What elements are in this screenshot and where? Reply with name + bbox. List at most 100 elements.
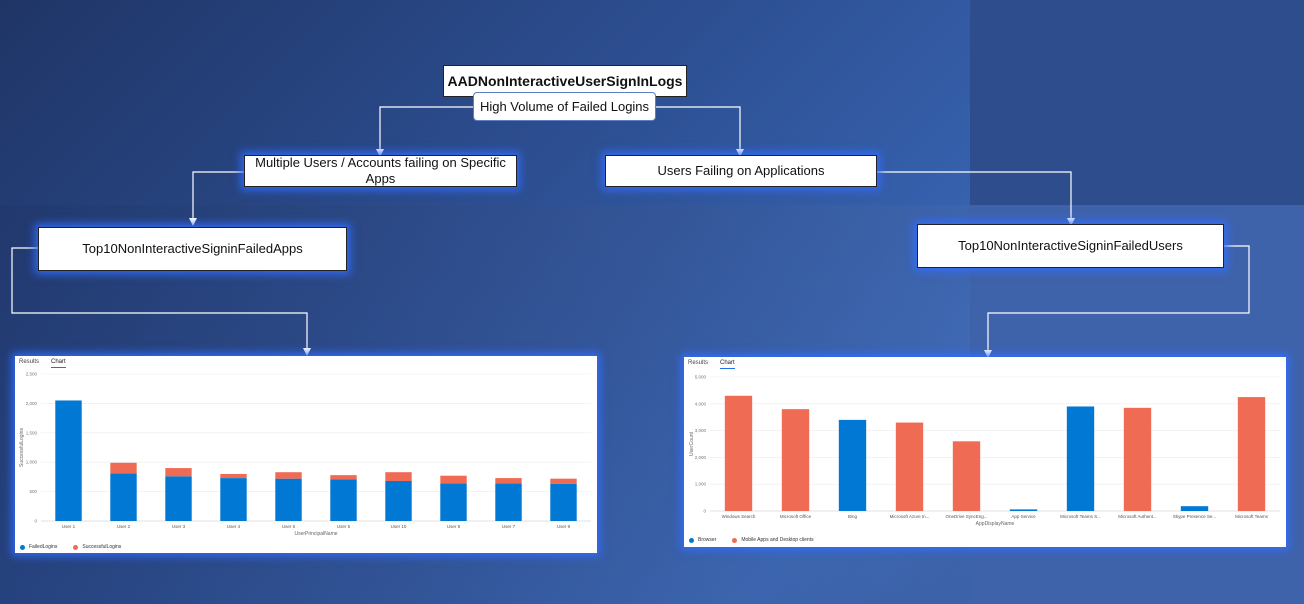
x-tick-label: User 4: [227, 524, 241, 529]
x-tick-label: Skype Presence Se...: [1173, 514, 1216, 519]
tab-chart[interactable]: Chart: [720, 360, 735, 369]
connector-root-left: [376, 106, 474, 157]
right-tabs: Results Chart: [688, 360, 735, 369]
legend-label: Browser: [698, 537, 717, 543]
legend-label: SuccessfulLogins: [82, 544, 122, 550]
tab-results[interactable]: Results: [688, 360, 709, 366]
legend-item[interactable]: Browser: [689, 537, 716, 543]
connector-root-right: [655, 106, 744, 157]
tab-results[interactable]: Results: [19, 359, 40, 365]
x-tick-label: User 7: [502, 524, 516, 529]
x-tick-label: User 10: [391, 524, 407, 529]
connector-left-chart: [11, 247, 311, 356]
y-tick-label: 1,000: [695, 482, 707, 487]
bar: [495, 478, 522, 484]
legend-item[interactable]: FailedLogins: [20, 544, 57, 550]
bar: [220, 478, 247, 521]
background-panel-top-right: [970, 0, 1304, 205]
x-tick-label: Windows Search: [722, 514, 756, 519]
bar: [724, 395, 753, 511]
bar: [385, 481, 412, 521]
y-tick-label: 500: [29, 489, 37, 494]
bar: [165, 476, 192, 521]
left-chart-panel: Results Chart 0 500 1,000 1,500 2,000 2,500 Us…: [15, 356, 597, 553]
legend-item[interactable]: SuccessfulLogins: [73, 544, 121, 550]
bar: [1123, 407, 1152, 511]
x-tick-label: App Service: [1011, 514, 1036, 519]
bar: [1009, 509, 1038, 511]
bar: [385, 472, 412, 482]
right-chart-panel: Results Chart 0 1,000 2,000 3,000 4,000 5,000…: [684, 357, 1286, 547]
x-tick-label: Microsoft Office: [780, 514, 812, 519]
legend-label: Mobile Apps and Desktop clients: [741, 537, 814, 543]
legend-swatch: [689, 537, 694, 543]
y-tick-label: 3,000: [695, 428, 707, 433]
bar: [220, 473, 247, 479]
right-bar-chart: 0 1,000 2,000 3,000 4,000 5,000 Windows Search…: [689, 375, 1280, 527]
bar: [952, 441, 981, 511]
bar: [550, 483, 577, 521]
legend-swatch: [732, 537, 738, 543]
x-tick-label: Microsoft Teams: [1235, 514, 1268, 519]
tab-chart[interactable]: Chart: [51, 359, 66, 368]
bar: [165, 468, 192, 477]
x-tick-label: User 1: [62, 524, 76, 529]
bar: [781, 409, 810, 511]
bar: [838, 419, 867, 511]
bar: [895, 422, 924, 511]
y-tick-label: 2,000: [695, 455, 707, 460]
x-tick-label: OneDrive SyncEng...: [945, 514, 987, 519]
bar: [550, 478, 577, 484]
legend-swatch: [73, 544, 79, 550]
x-tick-label: User 9: [557, 524, 571, 529]
connector-left-query: [189, 171, 244, 226]
y-axis-label: UserCount: [689, 431, 695, 456]
legend-label: FailedLogins: [29, 544, 58, 550]
x-tick-label: Bing: [848, 514, 858, 519]
bar: [440, 475, 467, 484]
bar: [1180, 506, 1209, 511]
bar: [330, 479, 357, 521]
right-chart-legend: Browser Mobile Apps and Desktop clients: [689, 537, 814, 543]
connector-right-chart: [984, 245, 1250, 358]
bar: [440, 483, 467, 521]
y-tick-label: 1,500: [26, 430, 38, 435]
x-axis-label: UserPrincipalName: [294, 531, 337, 537]
connector-right-query: [877, 171, 1075, 226]
left-branch-node: Multiple Users / Accounts failing on Spe…: [244, 155, 517, 187]
x-axis-label: AppDisplayName: [976, 521, 1015, 527]
y-tick-label: 4,000: [695, 401, 707, 406]
x-tick-label: User 5: [337, 524, 351, 529]
x-tick-label: Microsoft Azure In...: [890, 514, 930, 519]
legend-item[interactable]: Mobile Apps and Desktop clients: [732, 537, 814, 543]
y-tick-label: 5,000: [695, 375, 707, 380]
bar: [110, 473, 137, 521]
bar: [1066, 406, 1095, 511]
x-tick-label: User 8: [447, 524, 461, 529]
legend-swatch: [20, 544, 25, 550]
x-tick-label: User 3: [172, 524, 186, 529]
bar: [1237, 397, 1266, 511]
bar: [55, 400, 82, 521]
root-node: AADNonInteractiveUserSignInLogs: [443, 65, 687, 97]
y-tick-label: 2,500: [26, 372, 38, 377]
x-tick-label: Microsoft Authent...: [1118, 514, 1157, 519]
left-chart-legend: FailedLogins SuccessfulLogins: [20, 544, 121, 550]
y-tick-label: 1,000: [26, 460, 38, 465]
bar: [495, 483, 522, 521]
left-tabs: Results Chart: [19, 359, 66, 368]
left-bar-chart: 0 500 1,000 1,500 2,000 2,500 User 1 User 2 User…: [19, 372, 591, 537]
y-tick-label: 0: [703, 509, 706, 514]
subtitle-node: High Volume of Failed Logins: [473, 92, 656, 121]
bar: [330, 475, 357, 480]
x-tick-label: Microsoft Teams S...: [1060, 514, 1101, 519]
right-branch-node: Users Failing on Applications: [605, 155, 877, 187]
y-axis-label: SuccessfulLogins: [19, 428, 25, 467]
y-tick-label: 0: [34, 519, 37, 524]
bar: [110, 462, 137, 474]
y-tick-label: 2,000: [26, 401, 38, 406]
x-tick-label: User 6: [282, 524, 296, 529]
bar: [275, 478, 302, 521]
bar: [275, 472, 302, 479]
